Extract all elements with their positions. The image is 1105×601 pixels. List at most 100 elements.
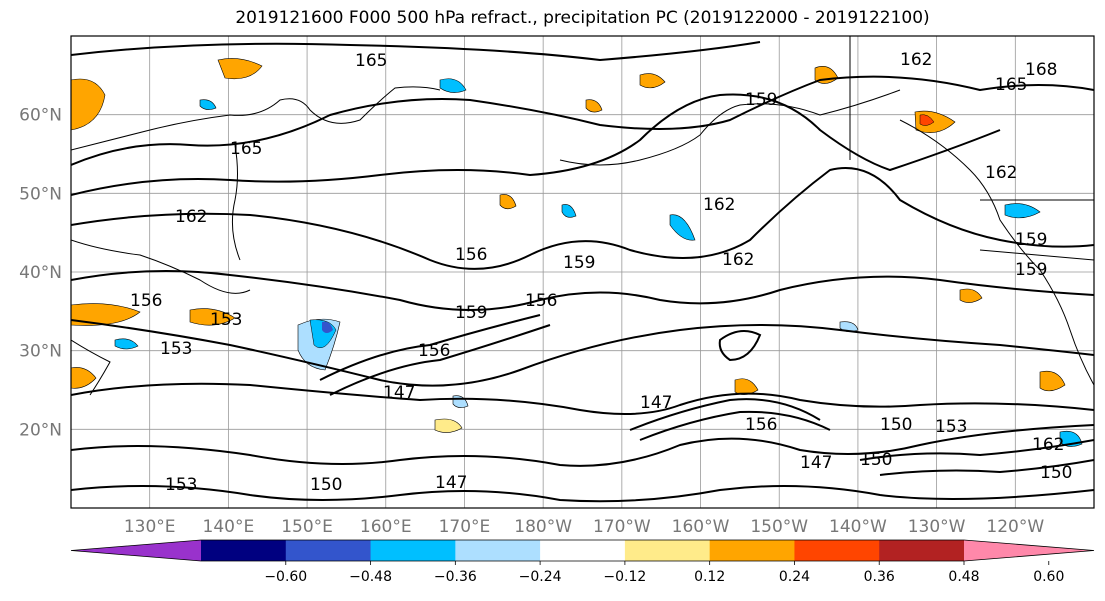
precip-negative-area	[439, 78, 467, 93]
contour-label: 156	[418, 341, 450, 361]
lon-tick-label: 160°W	[672, 517, 730, 537]
precip-negative-area	[669, 214, 696, 241]
chart-title: 2019121600 F000 500 hPa refract., precip…	[235, 8, 930, 28]
precip-negative-area	[1004, 203, 1041, 219]
contour-label: 150	[310, 475, 342, 495]
contour-label: 156	[525, 291, 557, 311]
colorbar-tick-label: −0.48	[349, 569, 392, 585]
colorbar-extend-left	[71, 540, 201, 561]
lon-tick-label: 140°W	[829, 517, 887, 537]
lon-tick-label: 150°W	[750, 517, 808, 537]
contour-label: 165	[995, 75, 1027, 95]
colorbar-tick-label: 0.24	[779, 569, 810, 585]
precip-negative-area	[322, 321, 333, 333]
contour-label: 153	[165, 475, 197, 495]
colorbar-swatch	[794, 540, 880, 561]
precip-negative-area	[561, 204, 577, 218]
colorbar-swatch	[624, 540, 711, 561]
colorbar-swatch	[709, 540, 795, 561]
latitude-tick-labels: 60°N 50°N 40°N 30°N 20°N	[19, 106, 62, 441]
contour-labels: 165 165 165 168 162 162 162 162 162 162 …	[130, 50, 1072, 495]
colorbar-tick-label: 0.48	[948, 569, 979, 585]
colorbar-tick-label: 0.12	[694, 569, 725, 585]
contour-label: 156	[745, 415, 777, 435]
precip-negative-area	[114, 338, 139, 350]
colorbar-swatch	[879, 540, 965, 561]
colorbar-swatch	[285, 540, 372, 561]
contour-line	[859, 439, 1094, 461]
contour-label: 162	[1032, 435, 1064, 455]
contour-line	[879, 459, 1094, 476]
refractivity-contours	[71, 41, 1094, 503]
contour-label: 156	[455, 245, 487, 265]
contour-label: 147	[435, 473, 467, 493]
colorbar-swatch	[455, 540, 541, 561]
precip-positive-area	[217, 58, 263, 80]
precip-positive-area	[919, 114, 935, 126]
lat-tick-label: 20°N	[19, 420, 62, 440]
lon-tick-label: 120°W	[986, 517, 1044, 537]
contour-line	[319, 314, 541, 381]
colorbar-tick-label: 0.60	[1033, 569, 1064, 585]
longitude-tick-labels: 130°E 140°E 150°E 160°E 170°E 180°W 170°W 160°W…	[124, 517, 1045, 537]
contour-label: 159	[1015, 230, 1047, 250]
colorbar-swatch	[540, 540, 626, 561]
precip-positive-area	[434, 418, 463, 433]
contour-line	[71, 41, 761, 62]
precip-positive-area	[71, 78, 106, 131]
lon-tick-label: 130°W	[908, 517, 966, 537]
contour-line	[71, 75, 1094, 166]
precip-positive-area	[189, 308, 236, 326]
lon-tick-label: 140°E	[203, 517, 255, 537]
precip-positive-area	[71, 303, 141, 326]
contour-label: 153	[935, 417, 967, 437]
lon-tick-label: 150°E	[281, 517, 333, 537]
contour-label: 159	[745, 90, 777, 110]
contour-line	[629, 398, 821, 431]
contour-line	[639, 410, 831, 441]
colorbar-tick-label: −0.36	[434, 569, 477, 585]
lon-tick-label: 170°E	[439, 517, 491, 537]
contour-line	[329, 324, 551, 396]
map-frame	[70, 35, 1095, 509]
contour-line	[71, 382, 1094, 415]
contour-label: 168	[1025, 60, 1057, 80]
contour-label: 162	[900, 50, 932, 70]
contour-line	[71, 424, 1094, 467]
contour-line	[718, 330, 762, 362]
precip-positive-area	[71, 367, 97, 389]
contour-label: 147	[640, 393, 672, 413]
colorbar-tick-label: 0.36	[864, 569, 895, 585]
colorbar-extend-right	[964, 540, 1094, 561]
colorbar-outline	[70, 539, 1095, 562]
contour-label: 153	[210, 310, 242, 330]
contour-label: 150	[880, 415, 912, 435]
lon-tick-label: 170°W	[593, 517, 651, 537]
precip-positive-area	[639, 73, 666, 89]
contour-line	[71, 93, 1001, 196]
colorbar-swatch	[201, 540, 287, 561]
contour-line	[71, 167, 1094, 270]
contour-label: 150	[1040, 463, 1072, 483]
lat-tick-label: 40°N	[19, 263, 62, 283]
lon-tick-label: 160°E	[360, 517, 412, 537]
precip-negative-area	[199, 99, 217, 110]
contour-label: 150	[860, 450, 892, 470]
precip-positive-area	[585, 99, 603, 113]
contour-line	[71, 270, 1094, 311]
colorbar-swatch	[370, 540, 456, 561]
contour-label: 159	[1015, 260, 1047, 280]
contour-label: 165	[355, 51, 387, 71]
contour-label: 162	[703, 195, 735, 215]
contour-label: 159	[563, 253, 595, 273]
contour-label: 147	[800, 453, 832, 473]
contour-label: 159	[455, 303, 487, 323]
contour-label: 165	[230, 139, 262, 159]
lon-tick-label: 180°W	[514, 517, 572, 537]
precip-positive-area	[1039, 371, 1066, 392]
contour-line	[71, 485, 1094, 503]
colorbar: −0.60 −0.48 −0.36 −0.24 −0.12 0.12 0.24 0.36 0.4…	[70, 539, 1095, 585]
contour-label: 162	[985, 163, 1017, 183]
lat-tick-label: 30°N	[19, 342, 62, 362]
